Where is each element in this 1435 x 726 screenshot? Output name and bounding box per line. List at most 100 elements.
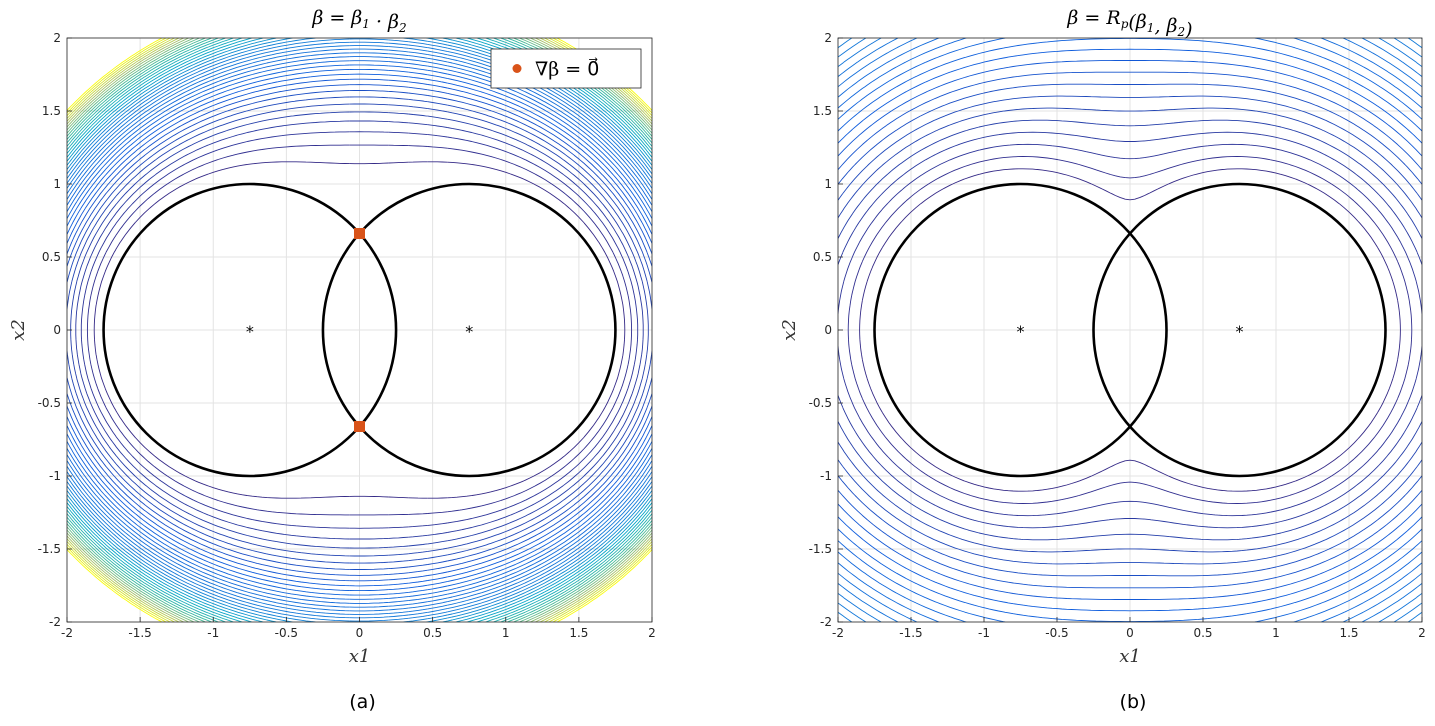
contour-line (93, 161, 626, 499)
x-tick-label: 0.5 (423, 626, 442, 640)
contour-line (838, 38, 1422, 622)
contour-line (838, 48, 1422, 612)
y-tick-label: 0.5 (42, 250, 61, 264)
x-tick-label: 1 (1272, 626, 1280, 640)
contour-line (67, 52, 652, 608)
center-marker: * (1017, 322, 1025, 341)
contour-line (838, 143, 1422, 517)
contour-line (859, 168, 1401, 492)
x-tick-label: -1 (207, 626, 219, 640)
contour-line (838, 71, 1422, 589)
x-tick-label: 0 (1126, 626, 1134, 640)
y-tick-label: -1 (49, 469, 61, 483)
contour-line (67, 73, 652, 587)
contour-line (838, 107, 1422, 553)
x-tick-label: -0.5 (1045, 626, 1068, 640)
x-tick-label: 1 (502, 626, 510, 640)
contour-line (838, 38, 1422, 622)
contour-line (838, 38, 1422, 622)
contour-line (86, 144, 633, 516)
x-tick-label: -1.5 (128, 626, 151, 640)
contour-lines (838, 38, 1422, 622)
x-tick-label: 1.5 (569, 626, 588, 640)
x-tick-label: 2 (648, 626, 656, 640)
y-axis-label: x2 (779, 319, 800, 341)
y-tick-label: -1.5 (38, 542, 61, 556)
x-axis-label: x1 (349, 646, 371, 667)
contour-line (67, 90, 652, 570)
center-marker: * (1236, 322, 1244, 341)
contour-line (838, 60, 1422, 600)
contour-line (67, 96, 652, 564)
y-tick-label: -1.5 (809, 542, 832, 556)
circle-boundary (1092, 182, 1387, 478)
y-tick-label: 1 (53, 177, 61, 191)
contour-line (838, 38, 1422, 622)
panel-caption: (b) (1120, 691, 1147, 713)
x-tick-label: 0 (356, 626, 364, 640)
contour-line (838, 131, 1422, 529)
contour-line (67, 64, 652, 596)
y-tick-label: 0 (824, 323, 832, 337)
y-tick-label: 1.5 (813, 104, 832, 118)
x-tick-label: -2 (832, 626, 844, 640)
y-tick-label: 2 (824, 31, 832, 45)
contour-line (70, 111, 649, 549)
chart-panel-b: * * -2 -1.5 -1 -0.5 0 0.5 1 1.5 2 -2 -1.5 -1 -0.5 0 0.5 1… (779, 7, 1426, 713)
legend: ∇β = 0⃗ (490, 48, 642, 89)
contour-line (67, 84, 652, 576)
chart-title: β = β1 · β2 (311, 7, 406, 35)
contour-line (838, 38, 1422, 622)
circle-boundary (321, 182, 617, 478)
y-tick-label: -1 (820, 469, 832, 483)
critical-point (354, 421, 365, 433)
circle-boundary (873, 182, 1168, 478)
x-tick-label: 1.5 (1339, 626, 1358, 640)
contour-line (75, 120, 644, 540)
contour-line (838, 38, 1422, 622)
x-tick-label: -0.5 (275, 626, 298, 640)
center-marker: * (465, 322, 473, 341)
center-marker: * (246, 322, 254, 341)
contour-line (67, 56, 652, 604)
y-tick-label: 0 (53, 323, 61, 337)
contour-line (67, 38, 652, 622)
x-tick-label: -1.5 (899, 626, 922, 640)
contour-line (67, 38, 652, 622)
y-tick-label: 0.5 (813, 250, 832, 264)
chart-title: β = Rp(β1, β2) (1066, 7, 1192, 41)
y-axis-label: x2 (8, 319, 29, 341)
y-tick-label: -0.5 (809, 396, 832, 410)
contour-line (67, 38, 652, 622)
contour-line (67, 60, 652, 600)
contour-line (838, 119, 1422, 541)
contour-line (838, 38, 1422, 622)
x-tick-label: 2 (1418, 626, 1426, 640)
contour-line (847, 156, 1413, 504)
legend-label: ∇β = 0⃗ (535, 57, 599, 80)
contour-line (838, 38, 1422, 622)
contour-line (67, 78, 652, 582)
y-tick-label: -2 (820, 615, 832, 629)
x-tick-label: -2 (61, 626, 73, 640)
x-tick-label: -1 (978, 626, 990, 640)
x-axis-label: x1 (1119, 646, 1141, 667)
contour-line (838, 95, 1422, 565)
panel-caption: (a) (349, 691, 375, 713)
y-tick-label: 2 (53, 31, 61, 45)
x-tick-label: 0.5 (1193, 626, 1212, 640)
y-tick-label: -0.5 (38, 396, 61, 410)
contour-line (67, 68, 652, 592)
circle-boundary (102, 182, 398, 478)
chart-panel-a: * * -2 -1.5 -1 -0.5 0 0.5 1 1.5 2 -2 -1.5 -1 -0.5 0 0.5 1… (8, 7, 656, 713)
y-tick-label: 1.5 (42, 104, 61, 118)
contour-line (838, 83, 1422, 577)
contour-line (67, 103, 652, 557)
y-tick-label: 1 (824, 177, 832, 191)
contour-line (67, 41, 652, 619)
critical-point (354, 227, 365, 239)
legend-marker (512, 64, 522, 73)
contour-line (67, 38, 652, 622)
contour-line (67, 38, 652, 622)
